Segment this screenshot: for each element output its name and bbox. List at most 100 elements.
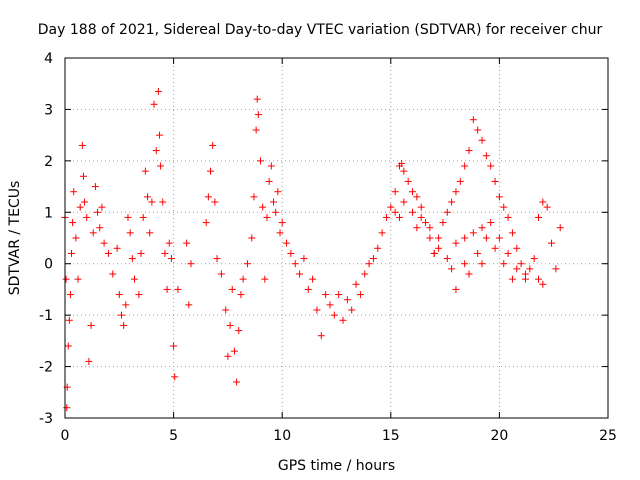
data-point [465, 147, 473, 155]
data-point [395, 213, 403, 221]
data-point [211, 198, 219, 206]
data-point [252, 126, 260, 134]
data-point [78, 141, 86, 149]
data-point [259, 203, 267, 211]
data-point [253, 95, 261, 103]
data-point [461, 162, 469, 170]
data-point [217, 270, 225, 278]
data-point [330, 311, 338, 319]
y-tick-label: -2 [39, 360, 53, 376]
data-point [270, 198, 278, 206]
tick-labels: 0 5 10 15 20 25 -3 -2 -1 0 1 2 3 4 [39, 51, 617, 444]
data-point [313, 306, 321, 314]
data-point [283, 239, 291, 247]
data-point [226, 321, 234, 329]
data-point [272, 208, 280, 216]
data-point [508, 229, 516, 237]
data-point [300, 255, 308, 263]
data-point [148, 198, 156, 206]
data-point [256, 157, 264, 165]
y-tick-label: -1 [39, 308, 53, 324]
data-point [69, 219, 77, 227]
data-point [504, 249, 512, 257]
data-point [335, 291, 343, 299]
data-point [113, 244, 121, 252]
data-point [228, 285, 236, 293]
data-point [317, 332, 325, 340]
data-point [85, 357, 93, 365]
data-point [435, 234, 443, 242]
data-point [174, 285, 182, 293]
data-point [426, 224, 434, 232]
data-point [65, 316, 73, 324]
data-point [109, 270, 117, 278]
y-tick-label: 0 [44, 257, 53, 273]
data-point [487, 219, 495, 227]
data-point [491, 244, 499, 252]
data-point [79, 172, 87, 180]
data-point [222, 306, 230, 314]
data-point [122, 301, 130, 309]
data-point [448, 198, 456, 206]
data-point [378, 229, 386, 237]
data-point [126, 229, 134, 237]
data-point [278, 219, 286, 227]
data-point [374, 244, 382, 252]
data-point [263, 213, 271, 221]
data-point [62, 275, 70, 283]
data-point [224, 352, 232, 360]
data-point [443, 255, 451, 263]
x-tick-label: 25 [599, 428, 617, 444]
data-point [543, 203, 551, 211]
data-point [135, 291, 143, 299]
data-point [500, 203, 508, 211]
data-point [352, 280, 360, 288]
data-point [296, 270, 304, 278]
data-point [361, 270, 369, 278]
x-tick-label: 5 [169, 428, 178, 444]
data-point [70, 188, 78, 196]
data-point [115, 291, 123, 299]
data-point [365, 260, 373, 268]
data-point [482, 234, 490, 242]
data-point [469, 229, 477, 237]
x-tick-label: 10 [273, 428, 291, 444]
x-tick-label: 0 [61, 428, 70, 444]
data-point [139, 213, 147, 221]
data-point [404, 177, 412, 185]
data-point [239, 275, 247, 283]
data-points [61, 87, 564, 412]
y-tick-label: 3 [44, 102, 53, 118]
data-point [309, 275, 317, 283]
data-point [474, 126, 482, 134]
data-point [265, 177, 273, 185]
data-point [207, 167, 215, 175]
y-tick-label: 4 [44, 51, 53, 67]
data-point [152, 147, 160, 155]
data-point [478, 136, 486, 144]
data-point [343, 296, 351, 304]
data-point [513, 244, 521, 252]
data-point [461, 260, 469, 268]
y-tick-label: -3 [39, 411, 53, 427]
data-point [161, 249, 169, 257]
data-point [391, 188, 399, 196]
data-point [159, 198, 167, 206]
data-point [426, 234, 434, 242]
data-point [163, 285, 171, 293]
data-point [104, 249, 112, 257]
data-point [356, 291, 364, 299]
data-point [124, 213, 132, 221]
data-point [64, 342, 72, 350]
data-point [167, 255, 175, 263]
data-point [274, 188, 282, 196]
data-point [243, 260, 251, 268]
data-point [117, 311, 125, 319]
data-point [150, 100, 158, 108]
data-point [430, 249, 438, 257]
data-point [94, 208, 102, 216]
data-point [382, 213, 390, 221]
x-tick-label: 20 [490, 428, 508, 444]
data-point [452, 188, 460, 196]
data-point [495, 234, 503, 242]
